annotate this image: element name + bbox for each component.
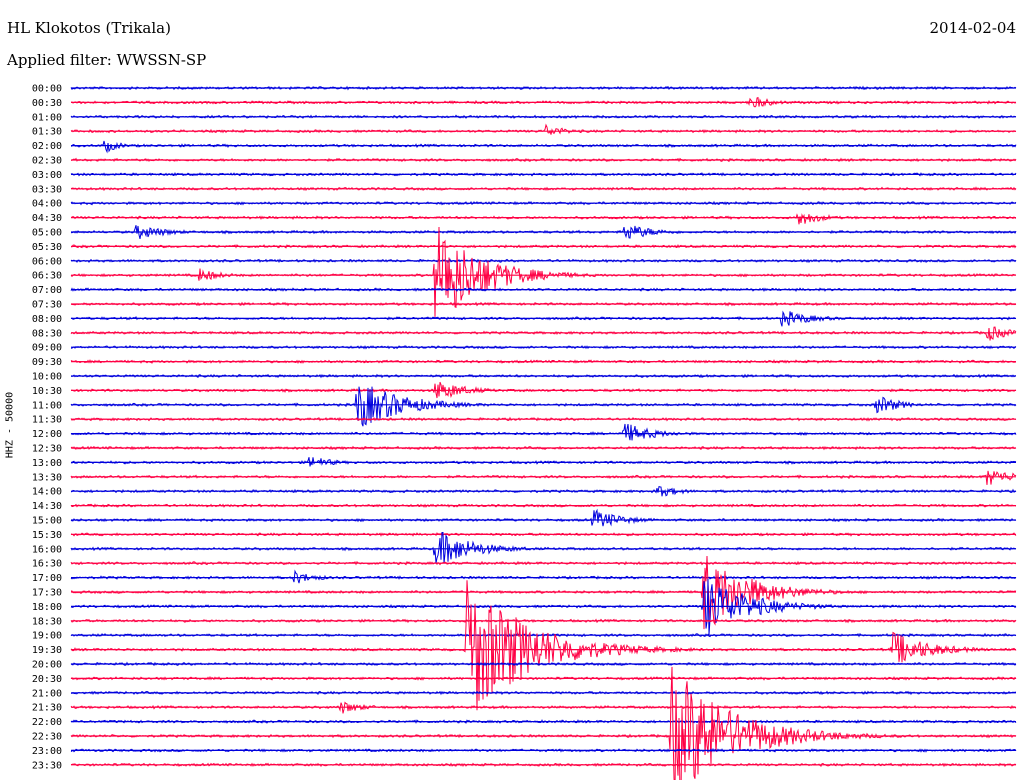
trace-row-0430: [70, 213, 1017, 225]
row-time-label: 11:00: [32, 400, 62, 411]
trace-row-1500: [70, 508, 1017, 527]
row-time-label: 07:30: [32, 300, 62, 311]
row-time-label: 14:00: [32, 487, 62, 498]
row-time-label: 23:30: [32, 760, 62, 771]
row-time-label: 12:30: [32, 444, 62, 455]
row-time-label: 03:00: [32, 170, 62, 181]
trace-row-1200: [70, 423, 1017, 441]
row-time-label: 16:30: [32, 559, 62, 570]
row-time-label: 07:00: [32, 285, 62, 296]
trace-row-0200: [70, 140, 1017, 154]
row-time-label: 18:30: [32, 616, 62, 627]
row-time-label: 08:00: [32, 314, 62, 325]
row-time-label: 08:30: [32, 328, 62, 339]
row-time-label: 17:30: [32, 588, 62, 599]
row-time-label: 13:00: [32, 458, 62, 469]
row-time-labels: 00:00 00:30 01:00 01:30 02:00 02:30 03:00 03:30…: [32, 84, 62, 772]
row-time-label: 10:30: [32, 386, 62, 397]
row-time-label: 23:00: [32, 746, 62, 757]
row-time-label: 06:30: [32, 271, 62, 282]
trace-row-1600: [70, 532, 1017, 564]
row-time-label: 00:30: [32, 98, 62, 109]
trace-row-0130: [70, 123, 1017, 135]
row-time-label: 09:30: [32, 357, 62, 368]
row-time-label: 06:00: [32, 256, 62, 267]
row-time-label: 14:30: [32, 501, 62, 512]
row-time-label: 10:00: [32, 372, 62, 383]
row-time-label: 01:30: [32, 127, 62, 138]
row-time-label: 19:30: [32, 645, 62, 656]
trace-row-2130: [70, 701, 1017, 714]
station-title: HL Klokotos (Trikala): [7, 19, 171, 37]
row-time-label: 21:30: [32, 703, 62, 714]
trace-row-1930: [70, 580, 1017, 711]
trace-row-1330: [70, 470, 1017, 485]
row-time-label: 21:00: [32, 688, 62, 699]
row-time-label: 20:00: [32, 660, 62, 671]
recording-date: 2014-02-04: [929, 19, 1016, 37]
row-time-label: 04:00: [32, 199, 62, 210]
row-time-label: 03:30: [32, 184, 62, 195]
trace-row-2230: [70, 666, 1017, 780]
row-time-label: 19:00: [32, 631, 62, 642]
row-time-label: 02:30: [32, 156, 62, 167]
row-time-label: 15:00: [32, 516, 62, 527]
filter-label: Applied filter: WWSSN-SP: [7, 51, 207, 69]
seismic-traces: [70, 85, 1017, 780]
row-time-label: 17:00: [32, 573, 62, 584]
row-time-label: 22:30: [32, 732, 62, 743]
row-time-label: 01:00: [32, 112, 62, 123]
row-time-label: 05:30: [32, 242, 62, 253]
row-time-label: 16:00: [32, 544, 62, 555]
row-time-label: 15:30: [32, 530, 62, 541]
row-time-label: 00:00: [32, 84, 62, 95]
row-time-label: 12:00: [32, 429, 62, 440]
row-time-label: 09:00: [32, 343, 62, 354]
row-time-label: 13:30: [32, 472, 62, 483]
row-time-label: 22:00: [32, 717, 62, 728]
trace-row-0830: [70, 326, 1017, 341]
row-time-label: 02:00: [32, 141, 62, 152]
row-time-label: 05:00: [32, 228, 62, 239]
row-time-label: 18:00: [32, 602, 62, 613]
row-time-label: 11:30: [32, 415, 62, 426]
row-time-label: 20:30: [32, 674, 62, 685]
row-time-label: 04:30: [32, 213, 62, 224]
